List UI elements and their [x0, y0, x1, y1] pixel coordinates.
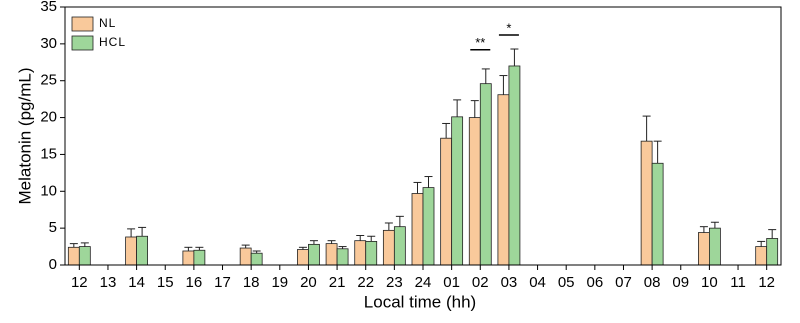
y-tick-label: 35 [40, 0, 57, 15]
y-axis-title: Melatonin (pg/mL) [15, 67, 34, 204]
bar [766, 238, 779, 266]
bar [136, 235, 149, 266]
x-tick-label: 04 [529, 274, 546, 291]
legend-swatch [71, 16, 94, 32]
x-tick-label: 23 [386, 274, 403, 291]
y-tick-label: 25 [40, 72, 57, 89]
y-tick-label: 30 [40, 35, 57, 52]
x-tick-label: 12 [71, 274, 88, 291]
legend-text: NL [99, 16, 116, 30]
bar [182, 250, 195, 266]
x-tick-label: 03 [501, 274, 518, 291]
x-tick-label: 05 [558, 274, 575, 291]
significance-label: ** [475, 35, 485, 50]
x-tick-label: 09 [672, 274, 689, 291]
bar [497, 94, 510, 266]
significance-label: * [506, 20, 511, 35]
x-tick-label: 17 [214, 274, 231, 291]
bar [709, 227, 721, 266]
x-tick-label: 07 [615, 274, 632, 291]
bar [651, 162, 664, 266]
bar [67, 246, 80, 266]
x-tick-label: 14 [128, 274, 145, 291]
bar [193, 249, 206, 266]
bar [382, 229, 395, 266]
x-tick-label: 24 [415, 274, 432, 291]
bar [393, 226, 406, 266]
y-tick-label: 10 [40, 182, 57, 199]
y-tick-label: 15 [40, 145, 57, 162]
x-tick-label: 21 [329, 274, 346, 291]
bar [755, 246, 768, 266]
bar [250, 252, 263, 266]
bar [698, 232, 710, 266]
x-tick-label: 18 [243, 274, 260, 291]
bar [239, 247, 252, 266]
bar [440, 137, 453, 266]
y-tick-label: 0 [49, 256, 57, 273]
x-tick-label: 02 [472, 274, 489, 291]
x-tick-label: 22 [357, 274, 374, 291]
bar [468, 117, 481, 266]
bar [297, 249, 309, 266]
x-tick-label: 15 [157, 274, 174, 291]
x-tick-label: 10 [701, 274, 718, 291]
y-tick-label: 20 [40, 109, 57, 126]
y-tick-label: 5 [49, 219, 57, 236]
x-axis-title: Local time (hh) [364, 292, 476, 311]
bar [365, 241, 378, 266]
x-tick-label: 08 [644, 274, 661, 291]
x-tick-label: 16 [186, 274, 203, 291]
legend-text: HCL [99, 35, 126, 49]
x-tick-label: 01 [443, 274, 460, 291]
bar [125, 236, 137, 266]
plot-frame [64, 6, 782, 266]
x-tick-label: 19 [271, 274, 288, 291]
bar [451, 116, 464, 266]
bar [411, 193, 424, 266]
legend-swatch [71, 35, 94, 51]
bar [308, 243, 320, 266]
x-tick-label: 12 [758, 274, 775, 291]
x-tick-label: 20 [300, 274, 317, 291]
bar [78, 246, 91, 266]
bar [325, 243, 338, 266]
x-tick-label: 11 [730, 274, 746, 291]
bar [640, 140, 653, 266]
bar [508, 65, 521, 266]
bar [422, 187, 435, 266]
bar [336, 248, 349, 266]
x-tick-label: 06 [586, 274, 603, 291]
bar [354, 240, 367, 266]
bar [479, 83, 492, 266]
x-tick-label: 13 [100, 274, 117, 291]
